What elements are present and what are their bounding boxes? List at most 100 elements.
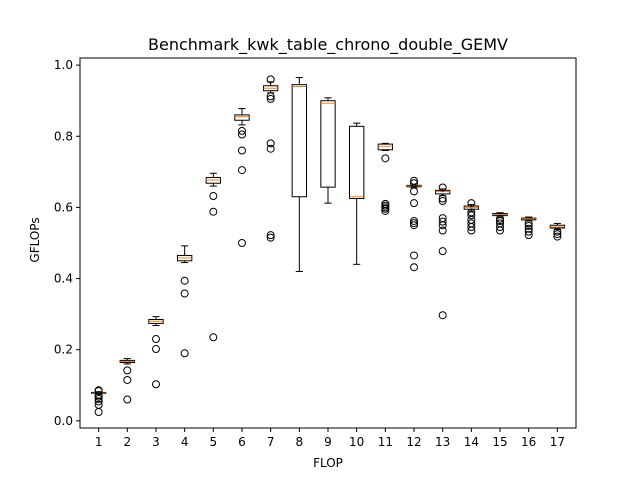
x-tick-label: 1 xyxy=(95,435,103,449)
box-5 xyxy=(205,172,221,342)
box-17 xyxy=(549,222,566,241)
y-axis-label: GFLOPs xyxy=(28,217,42,262)
flier-point xyxy=(496,219,505,228)
flier-point xyxy=(467,199,476,208)
x-tick-label: 8 xyxy=(296,435,304,449)
x-tick-label: 11 xyxy=(378,435,393,449)
y-tick-label: 0.4 xyxy=(54,272,73,286)
flier-point xyxy=(553,230,562,239)
x-tick-label: 10 xyxy=(349,435,364,449)
box-body xyxy=(234,114,250,121)
flier-point xyxy=(381,199,390,208)
flier-point xyxy=(180,289,189,298)
flier-point xyxy=(266,139,275,148)
flier-point xyxy=(410,179,419,188)
flier-point xyxy=(467,208,476,217)
y-tick-label: 0.6 xyxy=(54,200,73,214)
flier-point xyxy=(266,94,275,103)
flier-point xyxy=(94,391,103,400)
flier-point xyxy=(237,146,246,155)
x-tick-label: 2 xyxy=(123,435,131,449)
box-14 xyxy=(463,199,480,235)
y-tick-label: 0.2 xyxy=(54,343,73,357)
box-body xyxy=(320,100,336,188)
flier-point xyxy=(524,227,533,236)
flier-point xyxy=(237,166,246,175)
box-body xyxy=(377,143,394,151)
flier-point xyxy=(410,219,419,228)
x-tick-label: 3 xyxy=(152,435,160,449)
box-8 xyxy=(291,77,307,272)
flier-point xyxy=(410,263,419,272)
flier-point xyxy=(209,192,218,201)
flier-point xyxy=(151,345,160,354)
y-tick-label: 0.8 xyxy=(54,129,73,143)
flier-point xyxy=(438,226,447,235)
box-body xyxy=(291,84,307,198)
box-12 xyxy=(406,176,422,272)
flier-point xyxy=(94,400,103,409)
flier-point xyxy=(496,214,505,223)
flier-point xyxy=(237,130,246,139)
flier-point xyxy=(410,176,419,185)
box-16 xyxy=(521,216,537,240)
box-9 xyxy=(320,97,336,204)
box-3 xyxy=(148,316,164,389)
box-6 xyxy=(234,108,250,247)
x-tick-label: 12 xyxy=(406,435,421,449)
axes: 0.00.20.40.60.81.01 2 3 4 5 6 7 8 9 10 11 12 13 14 15 1… xyxy=(54,58,565,449)
flier-point xyxy=(180,349,189,358)
flier-point xyxy=(410,199,419,208)
box-2 xyxy=(119,358,135,404)
flier-point xyxy=(438,311,447,320)
flier-point xyxy=(438,217,447,226)
flier-point xyxy=(410,221,419,230)
x-tick-label: 14 xyxy=(464,435,479,449)
flier-point xyxy=(410,216,419,225)
box-4 xyxy=(176,245,193,358)
box-11 xyxy=(377,142,394,215)
flier-point xyxy=(94,397,103,406)
flier-point xyxy=(438,247,447,256)
flier-point xyxy=(410,187,419,196)
x-tick-label: 4 xyxy=(181,435,189,449)
flier-point xyxy=(209,333,218,342)
flier-point xyxy=(151,380,160,389)
x-tick-label: 13 xyxy=(435,435,450,449)
flier-point xyxy=(266,231,275,240)
flier-point xyxy=(94,394,103,403)
x-tick-label: 15 xyxy=(492,435,507,449)
box-15 xyxy=(492,212,508,235)
chart-title: Benchmark_kwk_table_chrono_double_GEMV xyxy=(148,35,508,55)
box-1 xyxy=(90,386,107,416)
x-tick-label: 17 xyxy=(550,435,565,449)
flier-point xyxy=(496,222,505,231)
flier-point xyxy=(438,197,447,206)
x-tick-label: 9 xyxy=(324,435,332,449)
y-tick-label: 1.0 xyxy=(54,58,73,72)
flier-point xyxy=(438,194,447,203)
flier-point xyxy=(381,154,390,163)
flier-point xyxy=(496,216,505,225)
flier-point xyxy=(467,219,476,228)
plot-area xyxy=(90,75,566,416)
x-axis-label: FLOP xyxy=(313,456,343,470)
flier-point xyxy=(266,144,275,153)
x-tick-label: 7 xyxy=(267,435,275,449)
box-10 xyxy=(349,122,365,265)
flier-point xyxy=(123,395,132,404)
flier-point xyxy=(410,251,419,260)
flier-point xyxy=(524,224,533,233)
flier-point xyxy=(180,276,189,285)
box-13 xyxy=(435,183,451,320)
flier-point xyxy=(438,214,447,223)
flier-point xyxy=(237,126,246,135)
flier-point xyxy=(266,233,275,242)
flier-point xyxy=(553,227,562,236)
flier-point xyxy=(553,232,562,241)
flier-point xyxy=(524,231,533,240)
box-body xyxy=(435,189,451,195)
flier-point xyxy=(266,75,275,84)
